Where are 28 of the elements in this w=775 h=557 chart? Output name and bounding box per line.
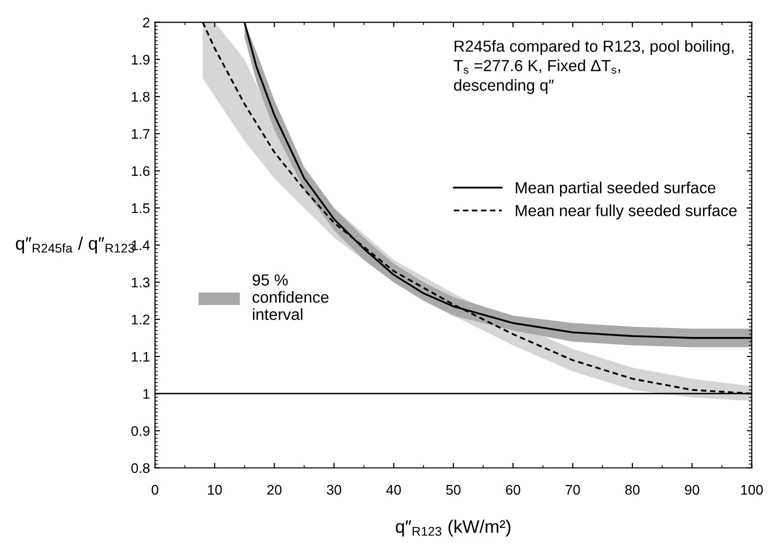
y-tick-label: 2 xyxy=(143,18,150,28)
x-tick-label: 50 xyxy=(446,484,461,495)
y-tick-label: 0.8 xyxy=(131,463,150,474)
legend-label: Mean partial seeded surface xyxy=(516,182,716,197)
x-tick-label: 100 xyxy=(741,484,763,495)
y-tick-label: 1.6 xyxy=(132,166,150,176)
legend-label: Mean near fully seeded surface xyxy=(516,204,737,220)
y-tick-label: 1.8 xyxy=(132,92,150,102)
x-tick-label: 90 xyxy=(685,484,700,495)
y-tick-label: 1.9 xyxy=(132,54,150,65)
y-tick-label: 1 xyxy=(143,389,150,399)
y-tick-label: 1.7 xyxy=(132,129,150,139)
x-tick-label: 20 xyxy=(267,484,282,495)
x-tick-label: 80 xyxy=(625,484,640,495)
y-tick-label: 1.3 xyxy=(132,278,150,288)
x-tick-label: 70 xyxy=(566,484,580,495)
x-tick-label: 10 xyxy=(208,484,222,495)
y-tick-label: 1.2 xyxy=(132,314,150,324)
y-tick-label: 1.1 xyxy=(132,352,150,362)
x-tick-label: 0 xyxy=(152,484,158,495)
annotation: 95 % confidence interval xyxy=(252,274,328,320)
y-tick-label: 1.5 xyxy=(132,203,150,214)
y-tick-label: 0.9 xyxy=(131,426,150,436)
x-tick-label: 60 xyxy=(506,484,520,495)
x-axis-title: q″$_{R123}$ (kW/m²) xyxy=(396,520,510,537)
text: R245fa compared to R123, pool boiling, T$_{s}$ =277.6 K, Fixed ΔT$_{s}$, descending q″ xyxy=(454,40,734,94)
x-tick-label: 40 xyxy=(386,484,401,495)
x-tick-label: 30 xyxy=(326,484,342,495)
